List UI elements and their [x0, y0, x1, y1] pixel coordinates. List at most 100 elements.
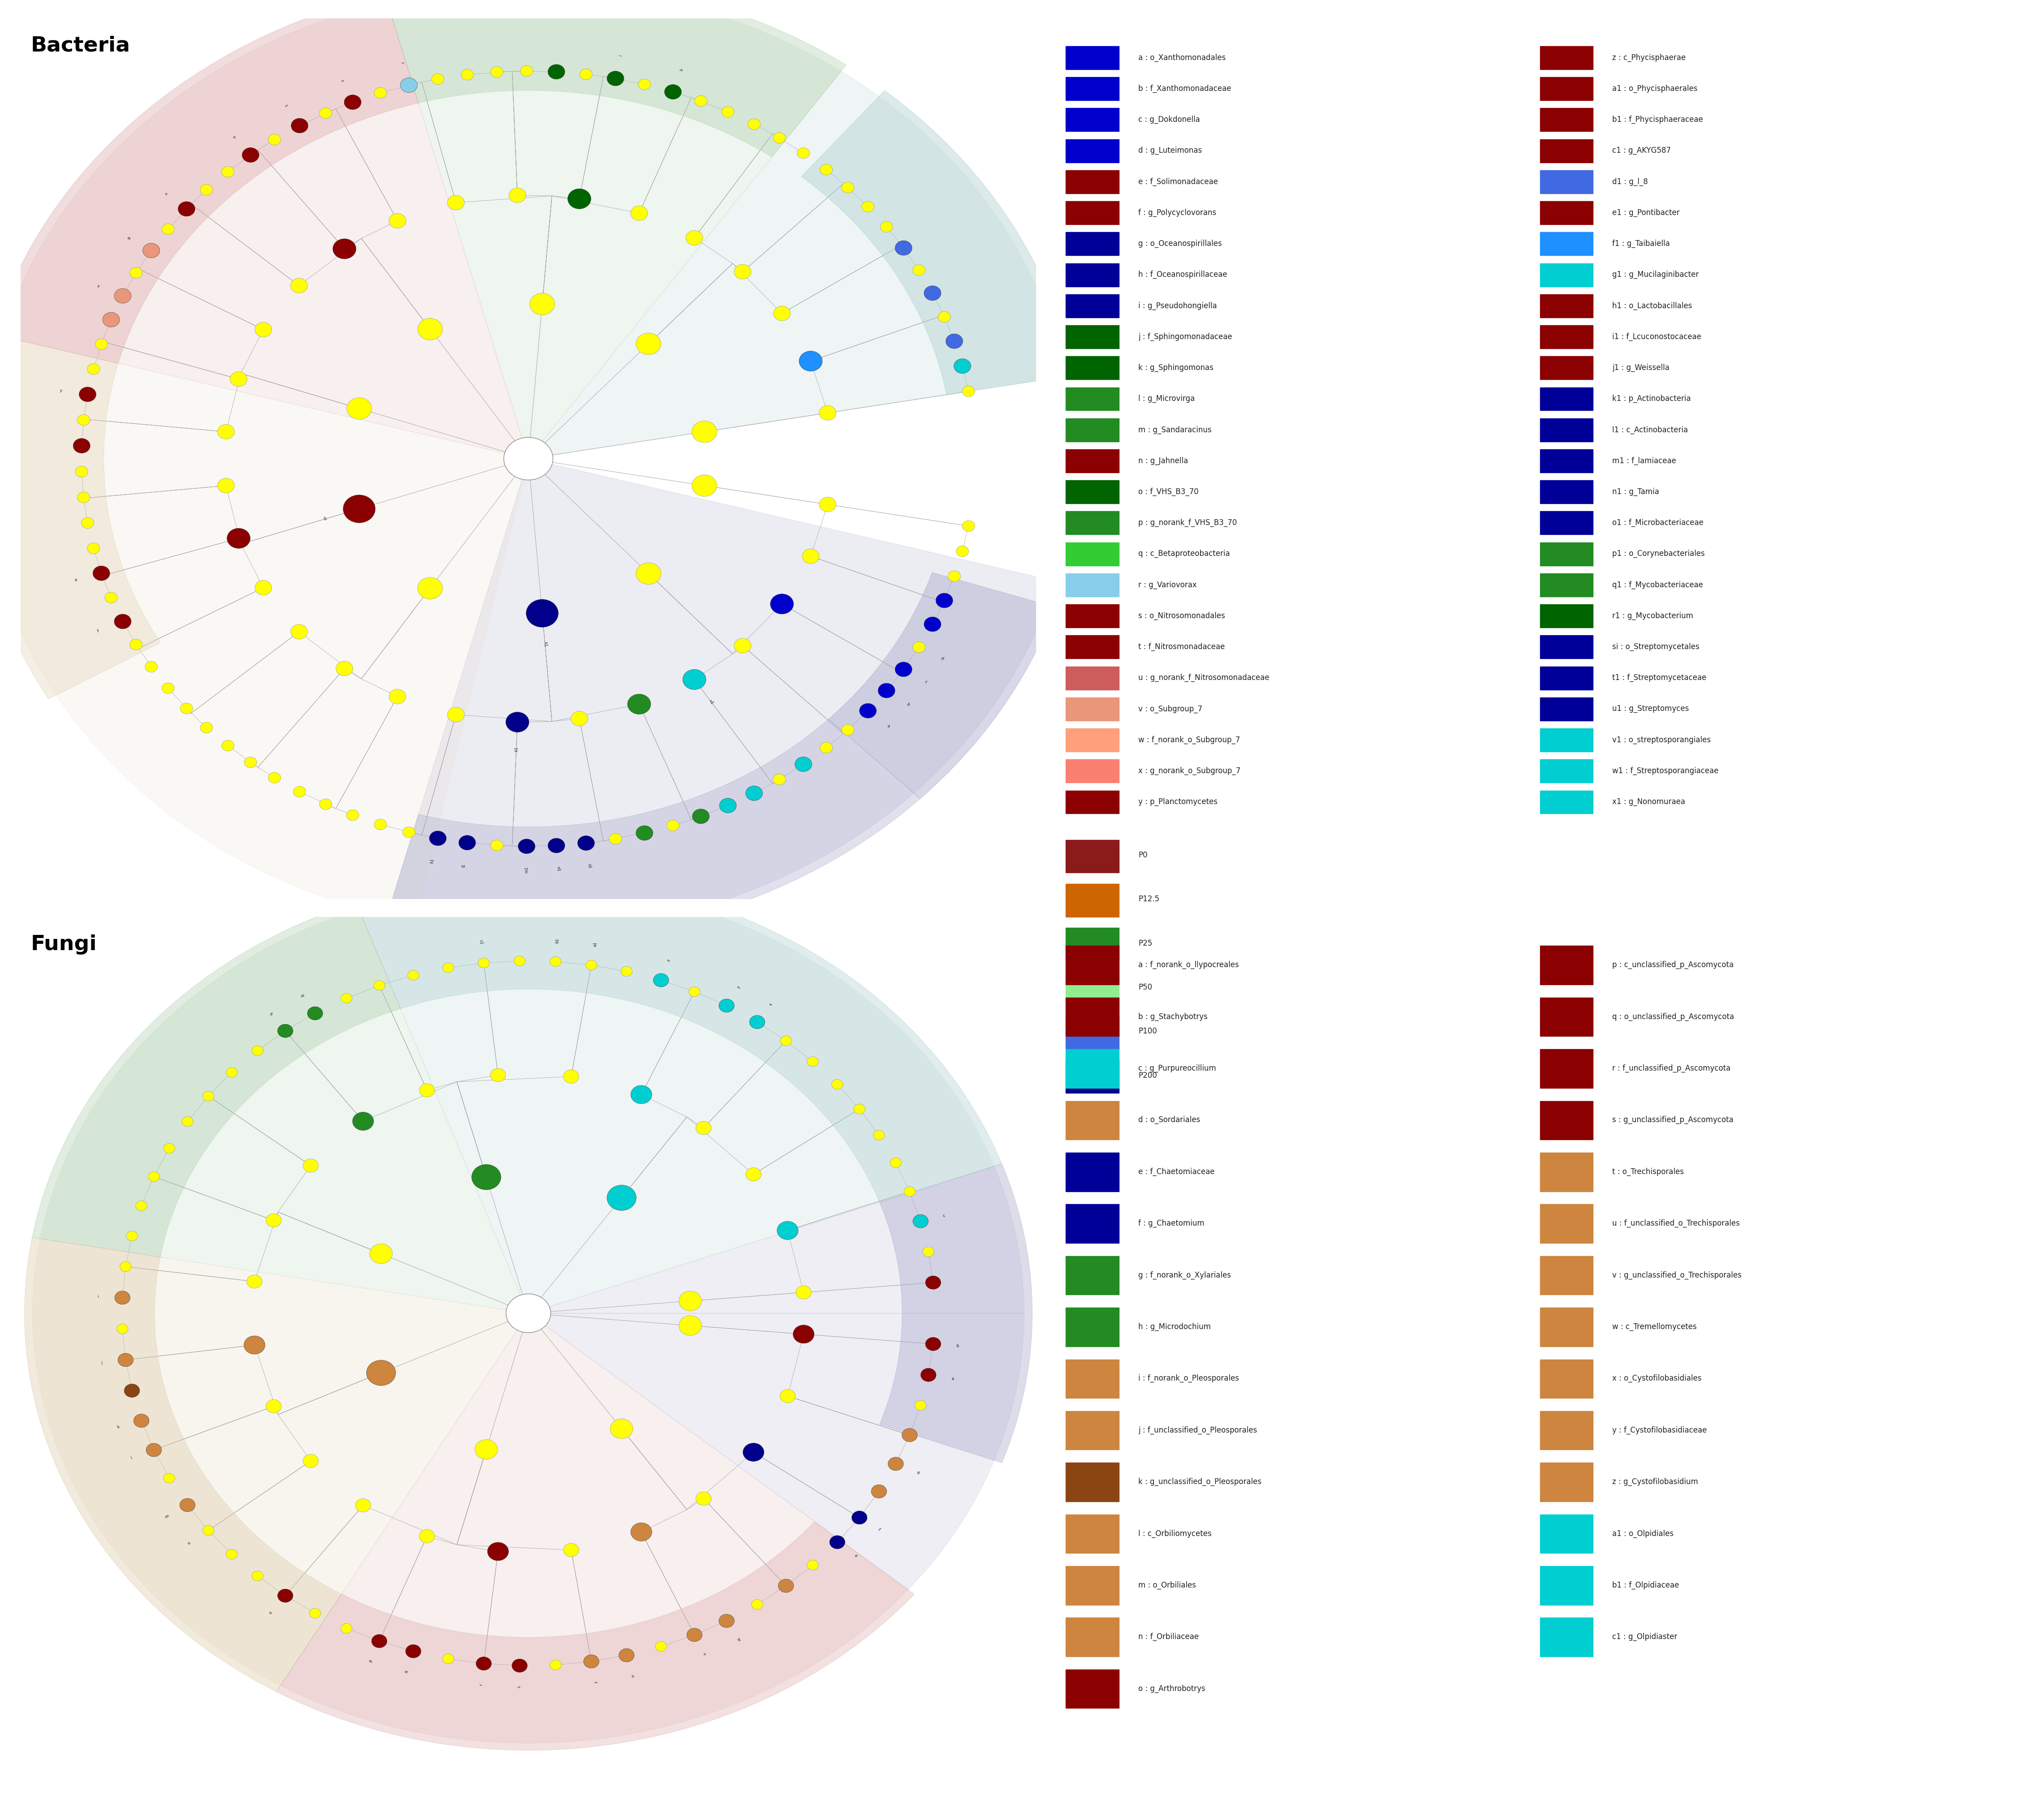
Text: t : o_Trechisporales: t : o_Trechisporales — [1613, 1168, 1684, 1175]
Circle shape — [366, 1360, 397, 1386]
Circle shape — [912, 641, 926, 652]
Circle shape — [178, 202, 194, 216]
Bar — [1539, 946, 1592, 984]
Circle shape — [474, 1440, 497, 1460]
Bar — [1065, 1411, 1118, 1449]
Circle shape — [266, 1400, 282, 1413]
Circle shape — [161, 683, 174, 694]
Circle shape — [182, 1117, 192, 1126]
Circle shape — [585, 1654, 599, 1669]
Circle shape — [773, 133, 785, 143]
Text: k1: k1 — [429, 859, 435, 864]
Text: s : g_unclassified_p_Ascomycota: s : g_unclassified_p_Ascomycota — [1613, 1115, 1733, 1124]
Circle shape — [920, 1367, 936, 1382]
Circle shape — [632, 205, 648, 220]
Bar — [1539, 479, 1592, 503]
Text: o1 : f_Microbacteriaceae: o1 : f_Microbacteriaceae — [1613, 519, 1705, 527]
Circle shape — [88, 543, 100, 554]
Text: v: v — [164, 192, 168, 196]
Circle shape — [820, 405, 836, 419]
Circle shape — [131, 639, 143, 650]
Circle shape — [529, 292, 554, 314]
Wedge shape — [384, 0, 846, 156]
Circle shape — [180, 703, 192, 714]
Circle shape — [957, 547, 969, 558]
Text: h: h — [268, 1012, 274, 1017]
Text: m1 : f_lamiaceae: m1 : f_lamiaceae — [1613, 456, 1676, 465]
Bar — [1539, 294, 1592, 318]
Circle shape — [448, 706, 464, 723]
Text: h : f_Oceanospirillaceae: h : f_Oceanospirillaceae — [1139, 271, 1226, 280]
Circle shape — [251, 1571, 264, 1582]
Wedge shape — [0, 0, 419, 363]
Bar — [1065, 109, 1118, 131]
Text: y: y — [736, 984, 740, 990]
Circle shape — [858, 703, 877, 717]
Text: l1: l1 — [462, 864, 466, 868]
Bar — [1065, 171, 1118, 194]
Text: r : g_Variovorax: r : g_Variovorax — [1139, 581, 1198, 588]
Circle shape — [887, 1456, 903, 1471]
Text: t : f_Nitrosmonadaceae: t : f_Nitrosmonadaceae — [1139, 643, 1224, 650]
Bar — [1539, 636, 1592, 659]
Circle shape — [873, 1130, 885, 1140]
Circle shape — [290, 625, 307, 639]
Text: p: p — [368, 1658, 372, 1663]
Circle shape — [922, 1248, 934, 1257]
Bar — [1065, 666, 1118, 690]
Text: v : g_unclassified_o_Trechisporales: v : g_unclassified_o_Trechisporales — [1613, 1271, 1741, 1278]
Circle shape — [491, 1068, 505, 1082]
Text: y : p_Planctomycetes: y : p_Planctomycetes — [1139, 797, 1218, 806]
Circle shape — [936, 594, 953, 608]
Circle shape — [871, 1485, 887, 1498]
Circle shape — [78, 492, 90, 503]
Circle shape — [570, 712, 589, 726]
Bar — [1065, 202, 1118, 225]
Circle shape — [507, 1293, 550, 1333]
Bar — [1065, 232, 1118, 256]
Circle shape — [580, 69, 593, 80]
Text: k1 : p_Actinobacteria: k1 : p_Actinobacteria — [1613, 394, 1690, 403]
Circle shape — [417, 318, 444, 340]
Circle shape — [656, 1642, 666, 1651]
Circle shape — [801, 548, 820, 563]
Circle shape — [114, 289, 131, 303]
Text: s : o_Nitrosomonadales: s : o_Nitrosomonadales — [1139, 612, 1224, 619]
Circle shape — [793, 1326, 814, 1344]
Circle shape — [247, 1275, 262, 1288]
Text: w: w — [736, 1636, 742, 1642]
Bar — [1539, 666, 1592, 690]
Text: a: a — [950, 1377, 955, 1380]
Circle shape — [746, 1168, 760, 1180]
Circle shape — [746, 786, 762, 801]
Circle shape — [687, 231, 703, 245]
Bar — [1539, 1462, 1592, 1502]
Circle shape — [145, 661, 157, 672]
Text: a1 : o_Phycisphaerales: a1 : o_Phycisphaerales — [1613, 85, 1699, 93]
Text: b1: b1 — [556, 937, 560, 943]
Text: d: d — [940, 656, 944, 661]
Text: x : g_norank_o_Subgroup_7: x : g_norank_o_Subgroup_7 — [1139, 766, 1241, 775]
Circle shape — [632, 1086, 652, 1104]
Bar — [1065, 574, 1118, 597]
Circle shape — [319, 799, 331, 810]
Circle shape — [879, 683, 895, 697]
Text: f1 : g_Taibaiella: f1 : g_Taibaiella — [1613, 240, 1670, 247]
Bar — [1065, 512, 1118, 534]
Wedge shape — [828, 572, 1055, 799]
Text: m : g_Sandaracinus: m : g_Sandaracinus — [1139, 425, 1212, 434]
Bar — [1065, 294, 1118, 318]
Text: e: e — [854, 1553, 858, 1558]
Circle shape — [695, 96, 707, 107]
Wedge shape — [0, 334, 161, 699]
Circle shape — [719, 1614, 734, 1627]
Circle shape — [92, 567, 110, 581]
Text: q : c_Betaproteobacteria: q : c_Betaproteobacteria — [1139, 550, 1230, 558]
Circle shape — [96, 338, 108, 349]
Text: e1 : g_Pontibacter: e1 : g_Pontibacter — [1613, 209, 1680, 216]
Circle shape — [231, 372, 247, 387]
Circle shape — [771, 594, 793, 614]
Text: f: f — [877, 1527, 881, 1533]
Circle shape — [278, 1589, 292, 1602]
Text: d: d — [916, 1471, 920, 1475]
